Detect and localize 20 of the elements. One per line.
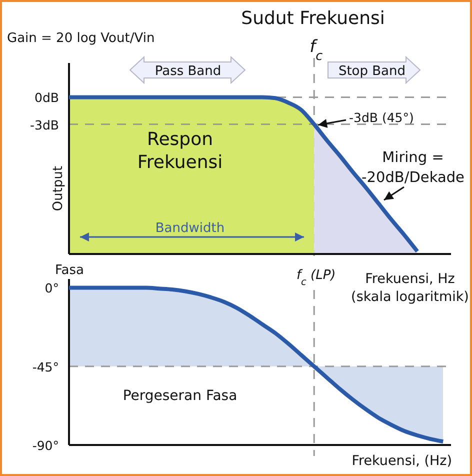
y-axis-title: Fasa	[55, 263, 84, 278]
annotation: Bandwidth	[155, 221, 225, 236]
y-tick-label: 0dB	[34, 90, 59, 106]
annotation: f$_{c}$	[310, 37, 323, 64]
y-tick-label: -3dB	[30, 117, 59, 132]
chart-title: Sudut Frekuensi	[241, 8, 385, 29]
annotation: Miring = -20dB/Dekade	[362, 150, 465, 186]
y-tick-label: 0°	[44, 280, 59, 296]
y-tick-label: -45°	[32, 359, 59, 374]
text: Gain = 20 log Vout/Vin	[7, 31, 155, 46]
annotation: Respon Frekuensi	[137, 129, 223, 173]
y-axis-title: Output	[51, 166, 66, 212]
annotation: -3dB (45°)	[349, 110, 414, 125]
annotation: f$_{c}$ (LP)	[296, 268, 336, 288]
x-axis-title: Frekuensi, (Hz)	[352, 453, 452, 469]
annotation: Pergeseran Fasa	[122, 388, 238, 404]
annotation: Pass Band	[154, 64, 222, 79]
annotation: Stop Band	[338, 64, 406, 79]
y-tick-label: -90°	[32, 438, 59, 453]
x-axis-title: Frekuensi, Hz (skala logaritmik)	[351, 271, 469, 305]
